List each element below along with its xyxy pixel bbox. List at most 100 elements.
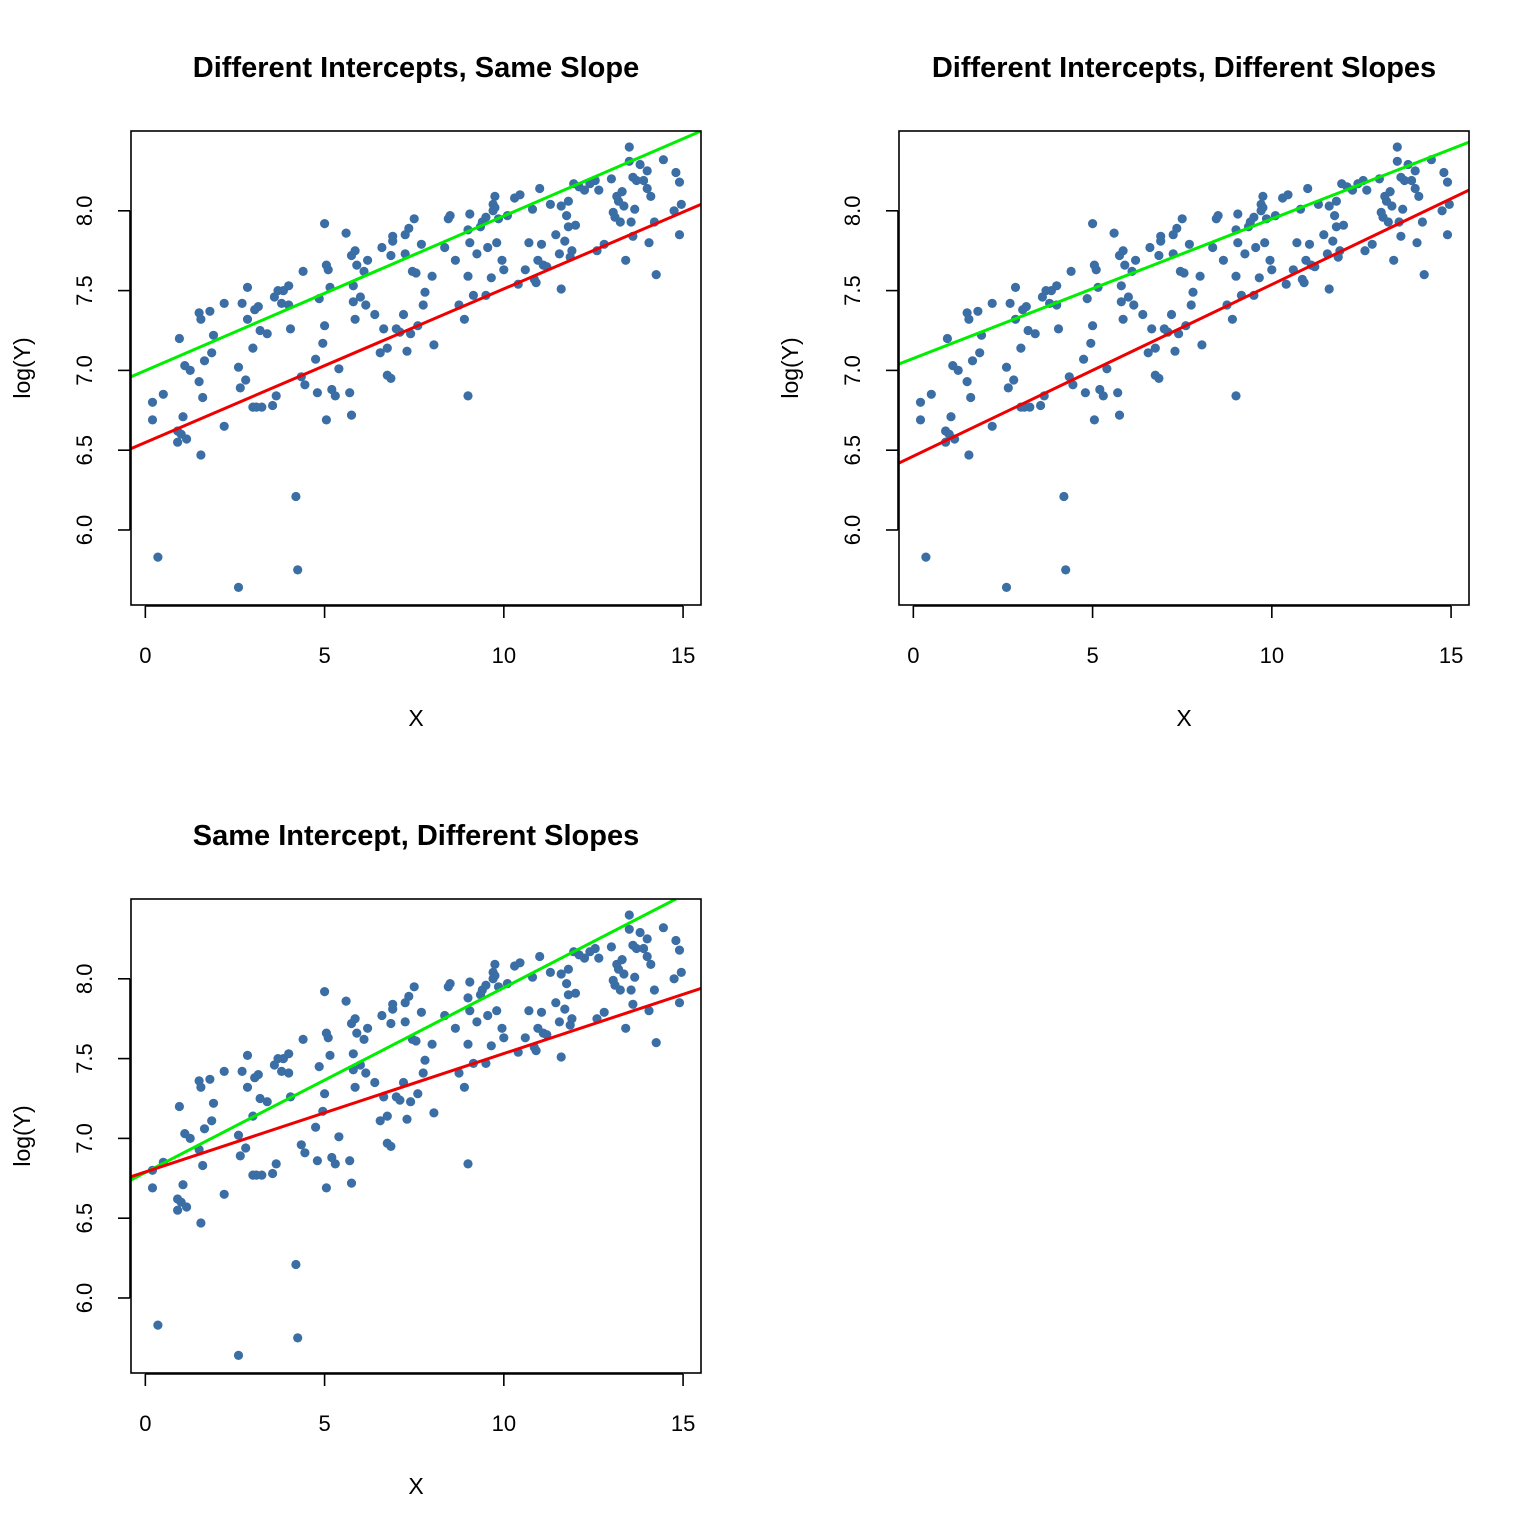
data-point [1283,190,1293,200]
data-point [388,236,398,246]
data-point [253,1070,263,1080]
data-point [199,356,210,366]
green-fit-line [899,140,1469,366]
data-point [147,415,158,425]
data-point [237,1066,247,1076]
data-point [631,943,642,954]
data-point [536,239,547,249]
data-point [291,1259,301,1270]
data-point [386,1141,396,1151]
data-point [1385,187,1395,197]
data-point [1150,343,1160,353]
data-point [669,206,679,216]
data-point [639,943,649,954]
data-point [545,967,556,978]
green-fit-line [131,899,677,1182]
data-point [196,314,206,324]
panel-1-plot: 0 5 10 15 6.0 6.5 7.0 7.5 8.0 [72,130,702,668]
data-point [619,969,629,979]
data-point [1258,191,1268,201]
data-point [1138,309,1148,320]
data-point [219,1189,229,1199]
data-point [205,306,215,316]
data-point [375,348,385,358]
data-point [635,159,645,170]
data-point [346,410,357,420]
y-tick-label: 6.0 [840,515,865,546]
data-point [219,298,229,308]
data-point [567,246,577,256]
data-point [1154,373,1164,383]
data-point [619,201,629,211]
data-point [1330,211,1340,221]
data-point [196,450,206,460]
x-tick-label: 5 [318,643,330,668]
data-point [182,434,192,444]
data-point [242,1082,253,1092]
data-point [465,238,475,248]
data-point [409,982,419,992]
data-point [615,985,625,995]
data-point [406,1097,416,1107]
red-fit-line [131,203,701,450]
data-point [320,1089,330,1099]
data-point [398,309,409,320]
data-point [1251,242,1261,253]
data-point [1338,220,1349,230]
data-point [355,292,365,302]
data-point [370,1077,380,1088]
x-tick-label: 5 [318,1411,330,1436]
data-point [388,1004,398,1014]
data-point [325,1050,335,1060]
data-point [1249,212,1259,222]
data-point [320,321,330,331]
data-point [1088,219,1098,229]
data-point [413,1089,423,1099]
panel-3-xlabel: X [408,1473,423,1499]
red-fit-line [899,188,1469,465]
data-point [207,1116,217,1126]
data-point [298,1034,308,1044]
data-point [375,1116,385,1126]
data-point [194,377,204,387]
x-tick-label: 5 [1086,643,1098,668]
data-point [350,1082,360,1092]
data-point [1227,314,1237,324]
data-point [524,1006,534,1016]
data-point [350,246,360,256]
y-tick-label: 6.5 [72,1203,97,1234]
data-point [386,250,396,261]
data-point [975,348,985,358]
data-point [1025,402,1035,412]
data-point [359,1034,369,1044]
data-point [966,392,976,403]
data-point [208,1098,219,1108]
data-point [207,348,217,358]
data-point [626,985,636,995]
data-point [563,222,574,232]
data-point [1145,242,1155,253]
data-point [147,1183,158,1193]
data-point [674,998,685,1008]
data-point [556,969,566,979]
data-point [1188,287,1198,297]
data-point [321,415,331,425]
data-point [617,955,627,965]
data-point [277,1066,287,1076]
data-point [1392,142,1402,152]
data-point [490,959,500,970]
data-point [599,1007,609,1017]
data-point [314,1062,324,1072]
data-point [1331,196,1341,206]
data-point [606,174,617,184]
x-tick-label: 15 [671,643,695,668]
data-point [658,923,669,933]
panel-2-title: Different Intercepts, Different Slopes [932,52,1436,84]
data-point [1118,246,1128,256]
data-point [311,1122,321,1132]
data-point [257,402,267,412]
data-point [499,265,509,275]
data-point [486,1041,496,1051]
data-point [1143,348,1153,358]
data-point [630,972,640,982]
